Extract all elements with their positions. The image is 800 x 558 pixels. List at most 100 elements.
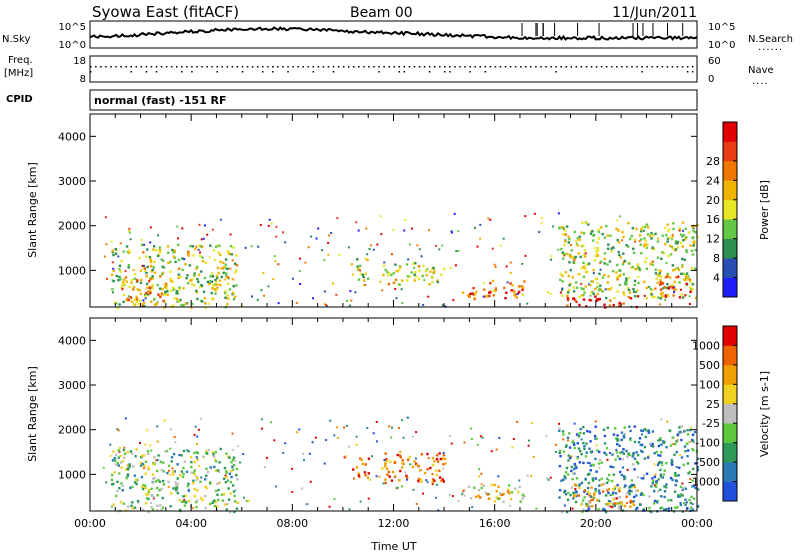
- echo-cell: [627, 221, 630, 225]
- echo-cell: [397, 427, 400, 430]
- echo-cell: [614, 492, 618, 495]
- echo-cell: [117, 255, 120, 258]
- echo-cell: [235, 254, 238, 257]
- echo-cell: [466, 294, 470, 297]
- echo-cell: [131, 507, 135, 510]
- echo-cell: [618, 303, 622, 306]
- echo-cell: [128, 463, 131, 466]
- echo-cell: [328, 234, 331, 237]
- echo-cell: [169, 270, 172, 273]
- echo-cell: [274, 260, 277, 263]
- echo-cell: [671, 235, 674, 238]
- echo-cell: [393, 475, 397, 478]
- freq-point: [211, 66, 213, 68]
- freq-point: [646, 66, 648, 68]
- freq-point: [428, 66, 431, 68]
- echo-cell: [471, 292, 474, 295]
- echo-cell: [495, 448, 498, 451]
- echo-cell: [631, 455, 635, 458]
- echo-cell: [589, 450, 593, 454]
- echo-cell: [580, 503, 583, 506]
- echo-cell: [650, 444, 653, 447]
- echo-cell: [634, 267, 637, 271]
- echo-cell: [383, 459, 386, 462]
- echo-cell: [230, 475, 233, 479]
- echo-cell: [406, 416, 409, 419]
- echo-cell: [657, 439, 660, 442]
- echo-cell: [659, 281, 663, 284]
- echo-cell: [565, 466, 569, 470]
- echo-cell: [625, 282, 628, 286]
- echo-cell: [325, 304, 328, 307]
- echo-cell: [432, 271, 436, 274]
- freq-point: [504, 66, 507, 68]
- echo-cell: [151, 275, 154, 278]
- echo-cell: [603, 451, 606, 454]
- nave-point: [261, 71, 264, 73]
- echo-cell: [560, 479, 563, 482]
- echo-cell: [209, 275, 212, 278]
- echo-cell: [597, 230, 601, 234]
- echo-cell: [183, 499, 186, 502]
- noise-sky-line: [89, 26, 698, 41]
- echo-cell: [126, 450, 129, 454]
- echo-cell: [647, 226, 650, 229]
- echo-cell: [228, 472, 231, 475]
- echo-cell: [603, 442, 607, 445]
- freq-point: [145, 66, 148, 68]
- echo-cell: [630, 479, 634, 482]
- echo-cell: [616, 219, 619, 222]
- echo-cell: [262, 272, 265, 275]
- freq-point: [413, 66, 416, 68]
- noise-right-tick-top: 10^5: [708, 22, 735, 33]
- echo-cell: [177, 273, 180, 276]
- echo-cell: [457, 230, 460, 233]
- echo-cell: [405, 279, 409, 282]
- echo-cell: [592, 272, 595, 275]
- echo-cell: [600, 260, 603, 264]
- echo-cell: [173, 470, 177, 473]
- echo-cell: [636, 289, 639, 292]
- echo-cell: [509, 261, 512, 264]
- echo-cell: [632, 483, 636, 487]
- echo-cell: [618, 268, 621, 272]
- echo-cell: [494, 287, 498, 290]
- echo-cell: [209, 502, 212, 506]
- echo-cell: [343, 426, 346, 429]
- freq-point: [676, 66, 679, 68]
- echo-cell: [206, 233, 209, 236]
- echo-cell: [145, 282, 149, 286]
- echo-cell: [639, 443, 643, 447]
- noise-search-linestyle: ......: [758, 42, 783, 53]
- echo-cell: [196, 458, 199, 461]
- echo-cell: [356, 269, 359, 272]
- echo-cell: [667, 228, 670, 231]
- echo-cell: [685, 509, 688, 512]
- echo-cell: [214, 489, 218, 493]
- echo-cell: [608, 501, 612, 505]
- echo-cell: [604, 288, 607, 291]
- echo-cell: [233, 262, 237, 265]
- echo-cell: [436, 483, 439, 486]
- echo-cell: [119, 501, 123, 504]
- echo-cell: [193, 433, 196, 436]
- echo-cell: [562, 438, 565, 441]
- noise-frame: [89, 20, 698, 49]
- echo-cell: [666, 275, 669, 278]
- echo-cell: [423, 279, 426, 282]
- echo-cell: [468, 295, 471, 298]
- echo-cell: [672, 443, 675, 446]
- echo-cell: [148, 289, 152, 293]
- echo-cell: [155, 249, 158, 252]
- echo-cell: [299, 282, 302, 285]
- echo-cell: [661, 234, 664, 237]
- echo-cell: [151, 283, 154, 287]
- echo-cell: [563, 243, 566, 247]
- echo-cell: [616, 484, 619, 487]
- echo-cell: [384, 465, 387, 468]
- echo-cell: [622, 235, 625, 239]
- echo-cell: [632, 500, 635, 503]
- echo-cell: [227, 498, 231, 501]
- colorbar-tick-label: -100: [695, 437, 720, 450]
- echo-cell: [669, 476, 673, 480]
